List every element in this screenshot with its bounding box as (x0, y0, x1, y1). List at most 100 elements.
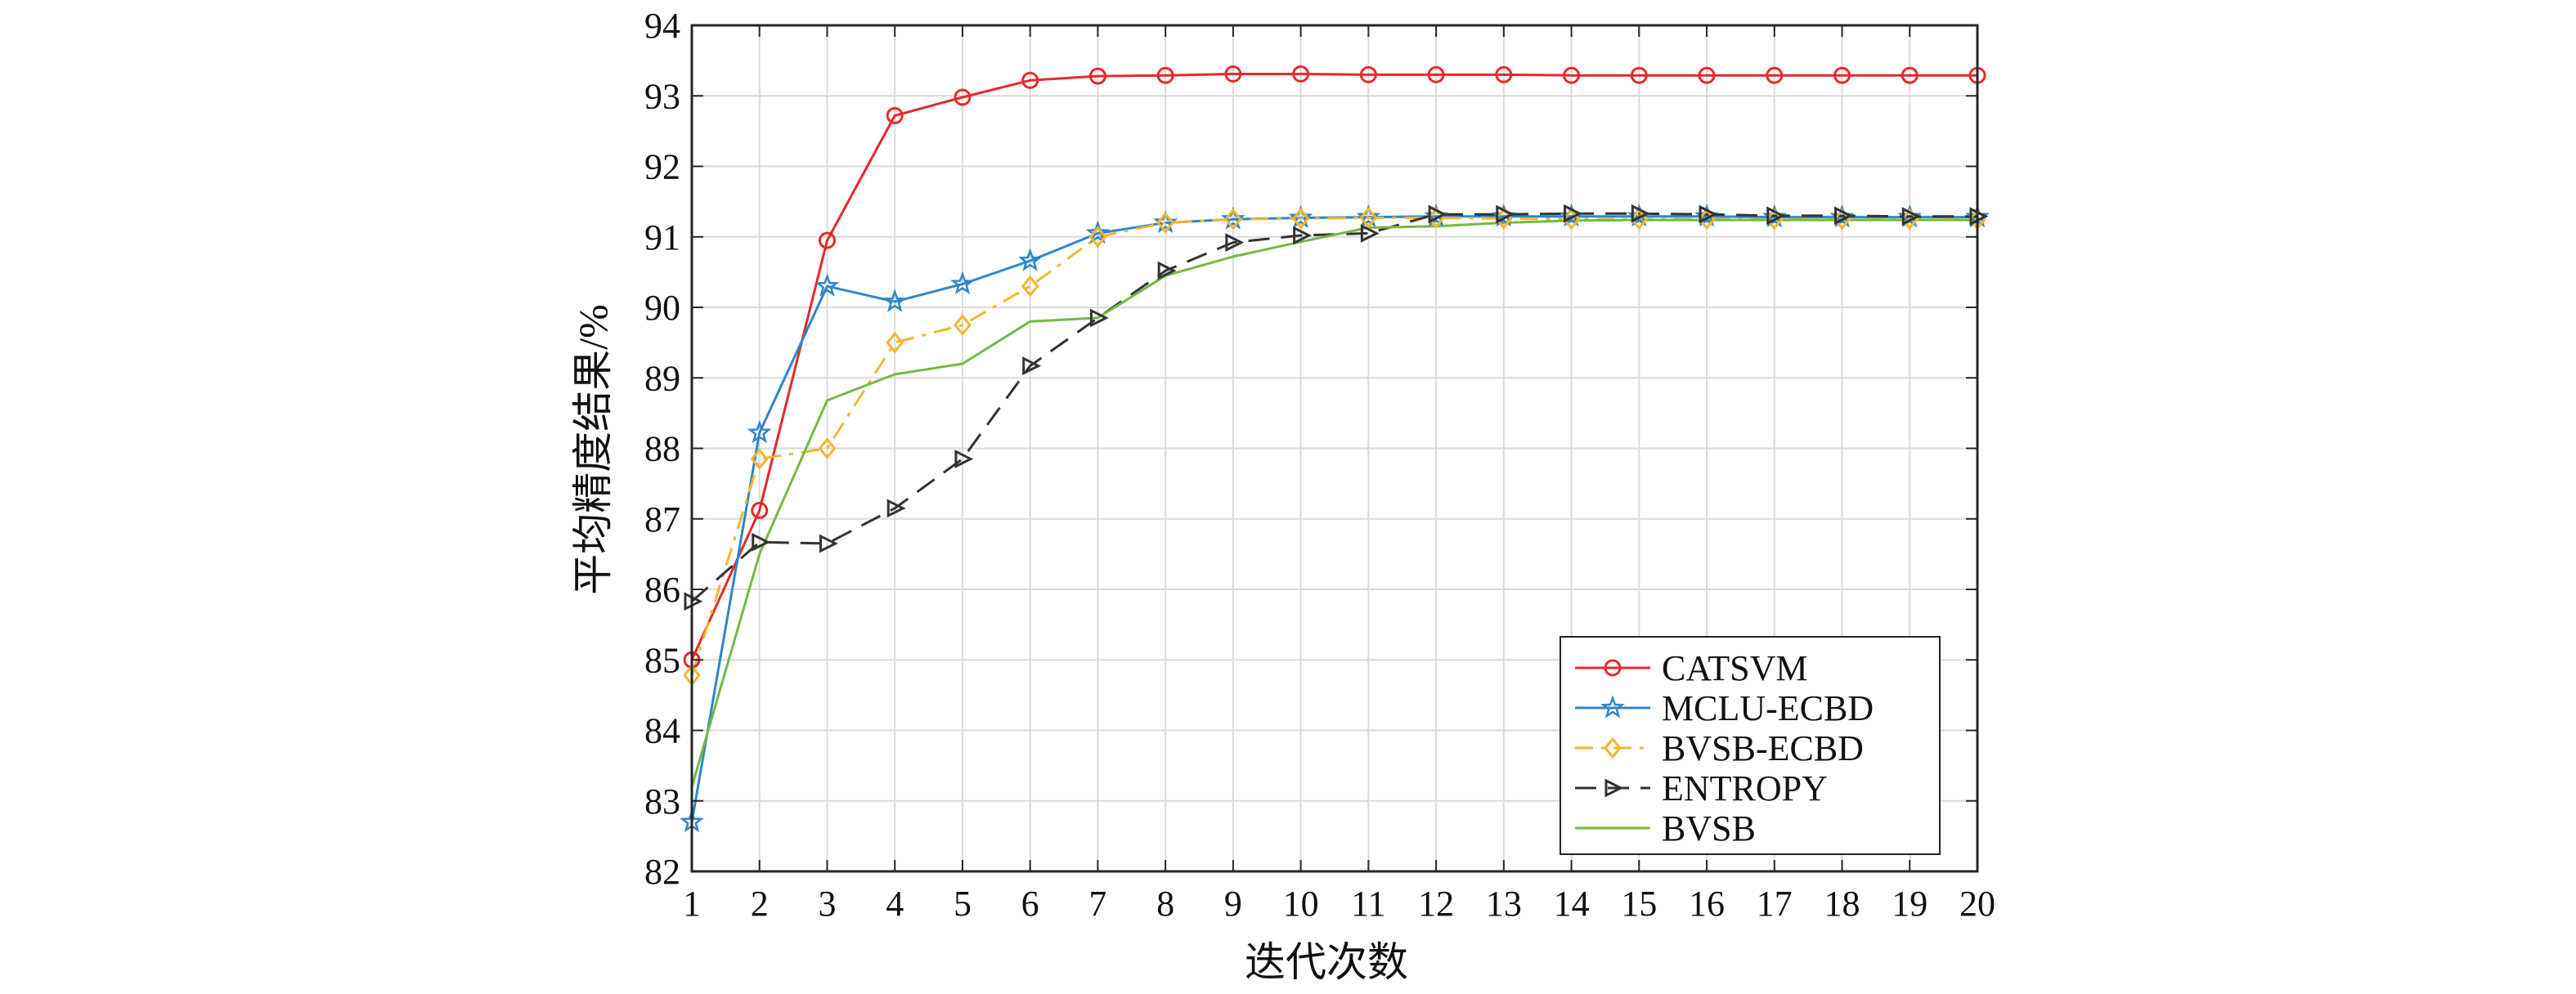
y-tick-label: 90 (644, 288, 680, 328)
x-tick-label: 4 (886, 884, 904, 924)
legend-label: ENTROPY (1662, 768, 1828, 808)
x-tick-label: 2 (751, 884, 769, 924)
y-tick-label: 83 (644, 781, 680, 822)
x-tick-label: 18 (1824, 884, 1860, 924)
legend-marker-bvsb-ecbd (1604, 737, 1622, 759)
data-point-mclu-ecbd (882, 289, 908, 312)
data-point-entropy (1157, 261, 1177, 280)
series-line-bvsb (690, 218, 1977, 787)
data-point-entropy (886, 499, 906, 518)
y-tick-label: 88 (644, 429, 680, 469)
data-point-catsvm (1901, 66, 1919, 84)
x-tick-label: 10 (1283, 884, 1319, 924)
x-tick-label: 15 (1621, 884, 1657, 924)
y-tick-label: 89 (644, 358, 680, 398)
data-point-catsvm (1495, 65, 1513, 83)
data-point-entropy (752, 532, 771, 552)
x-tick-label: 9 (1224, 884, 1242, 924)
legend-label: BVSB-ECBD (1662, 728, 1864, 768)
data-point-catsvm (886, 106, 904, 124)
data-point-entropy (1564, 204, 1582, 223)
data-point-mclu-ecbd (1288, 204, 1313, 229)
data-point-catsvm (1698, 66, 1716, 84)
data-point-catsvm (1156, 66, 1174, 84)
data-point-catsvm (818, 231, 836, 249)
data-point-catsvm (1292, 65, 1310, 83)
y-tick-label: 87 (644, 499, 680, 540)
data-point-entropy (1766, 206, 1786, 226)
tick-labels: 1 2 3 4 5 6 7 8 9 10 11 12 13 14 15 16 17 18 19 20828384858… (644, 6, 1995, 924)
data-point-bvsb-ecbd (1021, 275, 1039, 298)
data-point-bvsb-ecbd (1291, 207, 1310, 230)
data-point-bvsb-ecbd (1359, 207, 1378, 229)
data-point-entropy (1428, 204, 1447, 224)
x-tick-label: 17 (1757, 884, 1793, 924)
data-point-entropy (954, 450, 974, 468)
data-point-entropy (1225, 233, 1245, 253)
data-point-catsvm (1766, 66, 1784, 84)
x-tick-label: 5 (954, 884, 972, 924)
legend-label: BVSB (1662, 808, 1756, 848)
y-tick-label: 92 (644, 147, 680, 187)
data-point-mclu-ecbd (1356, 204, 1381, 228)
data-point-entropy (1496, 204, 1515, 224)
legend-marker-entropy (1604, 778, 1624, 798)
plot-frame (690, 24, 1979, 873)
data-point-catsvm (751, 501, 769, 519)
data-point-mclu-ecbd (1153, 209, 1178, 234)
data-point-bvsb-ecbd (954, 314, 972, 336)
data-point-bvsb-ecbd (1088, 226, 1107, 248)
data-point-catsvm (1630, 66, 1648, 84)
data-point-catsvm (1224, 65, 1242, 83)
data-point-entropy (1360, 224, 1380, 243)
y-tick-label: 91 (644, 217, 680, 257)
x-tick-label: 16 (1689, 884, 1725, 924)
data-point-bvsb-ecbd (1901, 208, 1919, 231)
data-point-entropy (819, 534, 838, 553)
data-point-bvsb-ecbd (818, 437, 837, 459)
data-point-catsvm (1088, 67, 1106, 85)
x-tick-label: 20 (1959, 884, 1995, 924)
y-tick-label: 86 (644, 570, 680, 610)
x-tick-label: 6 (1021, 884, 1039, 924)
x-tick-label: 12 (1418, 884, 1454, 924)
data-point-mclu-ecbd (1017, 248, 1043, 271)
y-tick-label: 94 (644, 6, 680, 46)
legend-box (1560, 636, 1941, 855)
data-point-bvsb-ecbd (1223, 208, 1242, 231)
legend-label: CATSVM (1662, 648, 1808, 688)
data-point-bvsb-ecbd (750, 448, 769, 470)
y-tick-label: 84 (644, 711, 680, 751)
y-tick-label: 82 (644, 852, 680, 892)
x-tick-label: 14 (1554, 884, 1590, 924)
data-point-catsvm (954, 88, 972, 106)
x-tick-label: 8 (1156, 884, 1174, 924)
data-point-mclu-ecbd (747, 419, 772, 444)
legend-marker-mclu-ecbd (1600, 695, 1625, 719)
data-point-mclu-ecbd (1085, 220, 1111, 244)
y-tick-label: 85 (644, 640, 680, 680)
x-tick-label: 7 (1088, 884, 1106, 924)
data-point-entropy (1022, 356, 1042, 376)
data-point-entropy (1699, 204, 1718, 224)
x-tick-label: 13 (1486, 884, 1522, 924)
data-point-mclu-ecbd (815, 273, 840, 297)
data-point-entropy (1293, 226, 1312, 245)
y-axis-title: 平均精度结果/% (570, 304, 616, 595)
data-point-catsvm (1833, 66, 1851, 84)
data-point-mclu-ecbd (1221, 206, 1245, 230)
data-point-entropy (1089, 308, 1109, 328)
x-tick-label: 11 (1351, 884, 1385, 924)
x-axis-title: 迭代次数 (1245, 939, 1408, 985)
series-line-bvsb-ecbd (690, 217, 1977, 676)
legend-label: MCLU-ECBD (1662, 688, 1874, 728)
data-point-catsvm (1021, 71, 1039, 89)
series-line-catsvm (690, 73, 1977, 660)
data-point-entropy (1834, 206, 1853, 226)
x-tick-label: 1 (683, 884, 701, 924)
data-point-catsvm (1359, 65, 1377, 83)
x-tick-label: 19 (1892, 884, 1928, 924)
